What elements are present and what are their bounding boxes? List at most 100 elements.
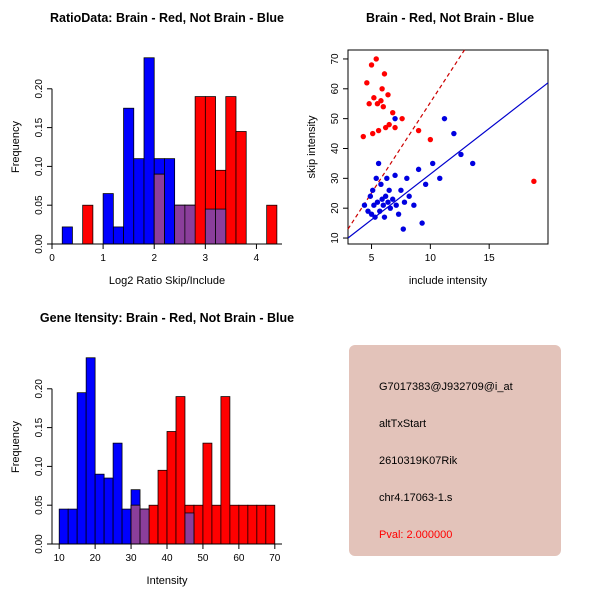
hist-bar-brain-red — [157, 469, 168, 545]
point-not-brain-blue — [401, 199, 408, 205]
scatter-title: Brain - Red, Not Brain - Blue — [365, 11, 535, 25]
point-not-brain-blue — [375, 160, 382, 167]
point-not-brain-blue — [441, 115, 448, 122]
point-brain-red — [415, 127, 422, 134]
gene-histogram-title: Gene Itensity: Brain - Red, Not Brain - … — [39, 311, 295, 325]
y-tick-label: 50 — [330, 113, 341, 125]
hist-bar-brain-red — [265, 504, 276, 545]
hist-bar-overlap-purple — [174, 204, 186, 245]
point-not-brain-blue — [404, 175, 410, 182]
point-not-brain-blue — [374, 199, 381, 205]
point-not-brain-blue — [361, 202, 368, 208]
y-axis-label: skip intensity — [306, 115, 318, 178]
plot-frame — [347, 49, 549, 245]
x-tick-label: 1 — [100, 253, 106, 264]
point-not-brain-blue — [406, 193, 412, 199]
point-not-brain-blue — [400, 226, 406, 232]
x-tick-label: 60 — [233, 553, 245, 564]
point-not-brain-blue — [370, 187, 376, 193]
point-brain-red — [366, 101, 372, 107]
point-not-brain-blue — [365, 208, 371, 214]
hist-bar-brain-red — [193, 504, 204, 545]
point-brain-red — [380, 104, 386, 110]
point-brain-red — [360, 133, 366, 140]
point-brain-red — [385, 92, 391, 98]
x-tick-label: 4 — [254, 253, 260, 264]
y-tick-label: 0.00 — [34, 534, 45, 554]
hist-bar-brain-red — [225, 96, 237, 245]
point-not-brain-blue — [395, 211, 402, 217]
point-not-brain-blue — [368, 211, 375, 217]
hist-bar-overlap-purple — [184, 204, 196, 245]
x-tick-label: 5 — [369, 253, 375, 264]
y-tick-label: 0.00 — [34, 234, 45, 254]
x-tick-label: 20 — [90, 553, 102, 564]
hist-bar-brain-red — [148, 504, 159, 545]
x-tick-label: 30 — [126, 553, 138, 564]
point-not-brain-blue — [398, 187, 404, 193]
gene-symbol-text: 2610319K07Rik — [379, 455, 458, 467]
point-not-brain-blue — [430, 160, 436, 167]
hist-bar-overlap-purple — [153, 173, 165, 245]
point-brain-red — [379, 86, 385, 92]
point-brain-red — [381, 71, 388, 77]
y-tick-label: 0.05 — [34, 495, 45, 515]
hist-bar-not-brain-blue — [94, 473, 105, 545]
y-tick-label: 20 — [330, 202, 341, 214]
point-not-brain-blue — [422, 181, 429, 188]
point-not-brain-blue — [419, 220, 425, 226]
point-not-brain-blue — [382, 193, 389, 199]
point-not-brain-blue — [393, 202, 399, 208]
hist-bar-brain-red — [211, 504, 222, 545]
hist-bar-not-brain-blue — [76, 392, 87, 545]
gene-intensity-histogram-chart: 10 20 30 40 50 60 70 0.00 0.05 0.10 0.15 0.20 Intens… — [10, 357, 282, 587]
hist-bar-brain-red — [82, 204, 94, 245]
point-not-brain-blue — [392, 172, 398, 179]
x-tick-label: 40 — [161, 553, 173, 564]
y-tick-label: 70 — [330, 53, 341, 65]
x-tick-label: 50 — [197, 553, 209, 564]
point-not-brain-blue — [372, 214, 378, 220]
hist-bar-brain-red — [247, 504, 258, 545]
x-tick-label: 2 — [151, 253, 157, 264]
panel-intensity-scatter: Brain - Red, Not Brain - Blue 5 10 15 10 20 3… — [300, 0, 600, 300]
hist-bar-not-brain-blue — [61, 226, 73, 245]
hist-bar-not-brain-blue — [164, 158, 176, 245]
hist-bar-overlap-purple — [204, 208, 216, 245]
point-not-brain-blue — [458, 151, 464, 158]
point-not-brain-blue — [415, 166, 422, 173]
point-brain-red — [378, 98, 384, 104]
hist-bar-not-brain-blue — [123, 107, 135, 245]
x-tick-label: 3 — [203, 253, 209, 264]
point-not-brain-blue — [381, 214, 388, 220]
point-brain-red — [374, 101, 381, 107]
point-brain-red — [399, 115, 405, 122]
point-not-brain-blue — [371, 202, 377, 208]
y-tick-label: 0.10 — [34, 456, 45, 476]
hist-bar-brain-red — [202, 442, 213, 545]
point-not-brain-blue — [387, 205, 394, 211]
hist-bar-brain-red — [166, 431, 177, 545]
point-not-brain-blue — [380, 202, 386, 208]
hist-bar-brain-red — [256, 504, 267, 545]
y-tick-label: 0.20 — [34, 79, 45, 99]
exon-id-text: chr4.17063-1.s — [379, 492, 453, 504]
hist-bar-not-brain-blue — [143, 57, 155, 245]
hist-bar-brain-red — [220, 396, 231, 545]
point-not-brain-blue — [384, 175, 390, 182]
hist-bar-overlap-purple — [215, 208, 227, 245]
hist-bar-brain-red — [238, 504, 249, 545]
x-tick-label: 70 — [269, 553, 281, 564]
point-not-brain-blue — [411, 202, 417, 208]
point-brain-red — [392, 124, 398, 131]
hist-bar-overlap-purple — [130, 504, 141, 545]
point-brain-red — [370, 130, 376, 137]
point-brain-red — [386, 121, 392, 128]
panel-gene-info: G7017383@J932709@i_at altTxStart 2610319… — [300, 300, 600, 600]
x-axis-label: include intensity — [409, 275, 488, 287]
y-tick-label: 0.10 — [34, 156, 45, 176]
point-brain-red — [427, 136, 434, 143]
y-tick-label: 0.20 — [34, 379, 45, 399]
point-brain-red — [531, 178, 537, 185]
